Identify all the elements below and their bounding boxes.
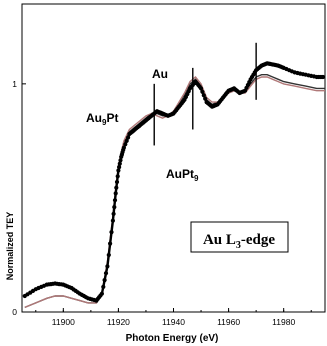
x-axis-title: Photon Energy (eV) [126, 333, 219, 344]
x-tick-label: 11980 [272, 317, 295, 327]
series-au-point [115, 174, 120, 179]
series-au-point [113, 191, 118, 196]
series-au-point [200, 89, 205, 94]
y-tick-label: 1 [12, 79, 17, 89]
edge-label-sub: 3 [236, 240, 241, 251]
series-au-line [24, 62, 325, 302]
series-au-point [117, 161, 122, 166]
series-au-point [114, 185, 119, 190]
x-tick-label: 11900 [52, 317, 75, 327]
series-au-point [112, 205, 117, 210]
series-au-point [105, 264, 110, 269]
y-axis-title: Normalized TEY [5, 212, 15, 281]
x-tick-label: 11940 [162, 317, 185, 327]
annotation-au9pt-suffix: Pt [106, 111, 118, 125]
series-au-point [116, 168, 121, 173]
x-tick-label: 11920 [107, 317, 130, 327]
y-tick-label: 0 [12, 307, 17, 317]
series-au-point [203, 96, 208, 101]
annotation-au9pt-sub: 9 [102, 118, 107, 127]
series-au-point [103, 271, 109, 276]
series-au-point [102, 278, 107, 283]
series-layer [22, 61, 325, 309]
series-au-point [320, 74, 325, 80]
edge-markers [153, 42, 257, 146]
annotation-aupt9-text: AuPt [166, 167, 194, 181]
annotation-aupt9-sub: 9 [194, 174, 199, 183]
series-au-point [108, 241, 113, 246]
annotation-aupt9: AuPt9 [166, 167, 199, 183]
axis-ticks: 11900 11920 11940 11960 11980 0 1 [12, 79, 312, 327]
series-au-point [117, 165, 122, 170]
plot-frame [21, 3, 326, 313]
annotation-au-text: Au [152, 67, 168, 81]
edge-label-main: Au L [203, 232, 236, 248]
series-au-point [110, 218, 115, 223]
edge-label-suffix: -edge [241, 232, 275, 248]
series-au-point [118, 158, 123, 163]
series-au-point [109, 230, 114, 235]
series-au-point [126, 135, 131, 140]
series-au-point [114, 179, 120, 185]
annotation-au9pt-text: Au [86, 111, 102, 125]
series-au-point [198, 86, 204, 91]
series-au-point [123, 142, 128, 147]
annotation-au9pt: Au9Pt [86, 111, 118, 127]
x-tick-label: 11960 [217, 317, 240, 327]
series-au-point [101, 284, 106, 289]
edge-label: Au L3-edge [203, 232, 275, 251]
series-au-point [112, 198, 118, 203]
series-au-point [124, 138, 129, 143]
series-au-point [106, 252, 111, 258]
annotation-au: Au [152, 67, 168, 81]
series-au-point [201, 93, 206, 98]
edge-label-box [190, 221, 289, 253]
series-au-point [111, 211, 116, 216]
series-au-point [121, 145, 126, 150]
series-au-points [22, 61, 325, 303]
series-au-point [99, 291, 104, 296]
